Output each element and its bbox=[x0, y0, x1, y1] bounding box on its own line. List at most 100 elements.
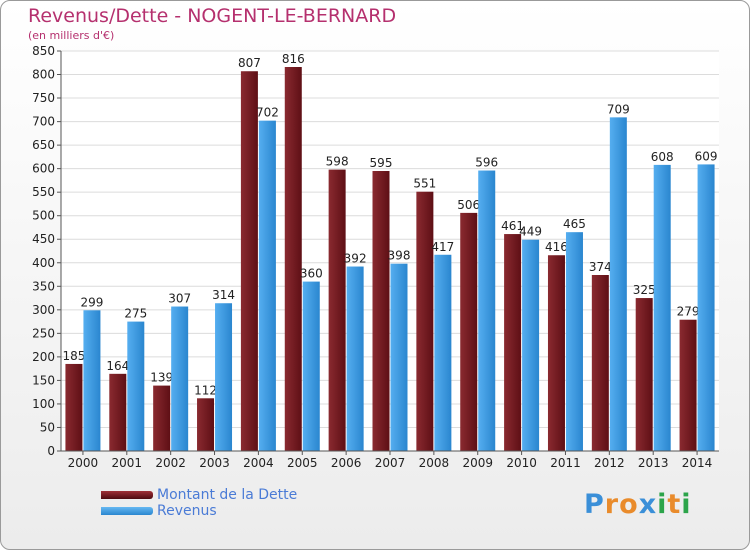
data-label: 325 bbox=[633, 283, 656, 297]
data-label: 702 bbox=[256, 106, 279, 120]
logo-letter: t bbox=[667, 489, 682, 520]
bar-revenus bbox=[302, 281, 320, 451]
x-tick-label: 2009 bbox=[462, 456, 493, 470]
bar-dette bbox=[240, 71, 258, 451]
y-tick-label: 300 bbox=[32, 303, 55, 317]
x-tick-label: 2006 bbox=[331, 456, 362, 470]
y-tick-label: 0 bbox=[47, 444, 55, 458]
chart-subtitle: (en milliers d'€) bbox=[28, 29, 115, 42]
chart-title: Revenus/Dette - NOGENT-LE-BERNARD bbox=[28, 5, 397, 27]
data-label: 608 bbox=[651, 150, 674, 164]
y-tick-label: 800 bbox=[32, 68, 55, 82]
bar-revenus bbox=[609, 117, 627, 452]
data-label: 139 bbox=[150, 371, 173, 385]
data-label: 417 bbox=[431, 240, 454, 254]
data-label: 279 bbox=[677, 305, 700, 319]
bar-revenus bbox=[83, 310, 101, 451]
data-label: 275 bbox=[124, 307, 147, 321]
x-tick-label: 2008 bbox=[419, 456, 450, 470]
bar-dette bbox=[197, 398, 215, 451]
bar-dette bbox=[504, 234, 522, 451]
data-label: 807 bbox=[238, 56, 261, 70]
data-label: 398 bbox=[388, 249, 411, 263]
bar-revenus bbox=[434, 254, 452, 451]
data-label: 360 bbox=[300, 267, 323, 281]
y-tick-label: 150 bbox=[32, 373, 55, 387]
data-label: 506 bbox=[457, 198, 480, 212]
data-label: 465 bbox=[563, 217, 586, 231]
bar-dette bbox=[591, 275, 609, 451]
x-tick-label: 2002 bbox=[155, 456, 186, 470]
x-tick-label: 2004 bbox=[243, 456, 274, 470]
x-tick-label: 2007 bbox=[375, 456, 406, 470]
bar-dette bbox=[679, 319, 697, 451]
y-tick-label: 200 bbox=[32, 350, 55, 364]
legend-label: Montant de la Dette bbox=[157, 487, 298, 503]
bar-dette bbox=[284, 67, 302, 451]
plot-area bbox=[61, 51, 719, 451]
y-tick-label: 750 bbox=[32, 91, 55, 105]
y-tick-label: 50 bbox=[40, 420, 55, 434]
x-tick-label: 2011 bbox=[550, 456, 581, 470]
bar-revenus bbox=[127, 321, 145, 451]
bar-chart: 0 50 100 150 200 250 300 350 400 450 500 550 600 650 7… bbox=[32, 44, 719, 470]
legend-swatch bbox=[101, 491, 153, 499]
data-label: 595 bbox=[370, 156, 393, 170]
data-label: 112 bbox=[194, 383, 217, 397]
bar-revenus bbox=[565, 232, 583, 451]
data-label: 596 bbox=[475, 156, 498, 170]
x-tick-label: 2005 bbox=[287, 456, 318, 470]
bar-dette bbox=[65, 363, 83, 451]
logo-letter: r bbox=[604, 489, 620, 520]
bar-dette bbox=[547, 255, 565, 451]
bar-dette bbox=[416, 191, 434, 452]
legend-label: Revenus bbox=[157, 503, 217, 519]
bar-revenus bbox=[346, 266, 364, 451]
x-tick-label: 2000 bbox=[68, 456, 99, 470]
data-label: 416 bbox=[545, 240, 568, 254]
bar-revenus bbox=[171, 306, 189, 451]
data-label: 314 bbox=[212, 288, 235, 302]
x-tick-label: 2003 bbox=[199, 456, 230, 470]
bar-dette bbox=[153, 385, 171, 451]
data-label: 551 bbox=[413, 177, 436, 191]
y-tick-label: 550 bbox=[32, 185, 55, 199]
y-tick-label: 250 bbox=[32, 326, 55, 340]
data-label: 461 bbox=[501, 219, 524, 233]
bar-dette bbox=[635, 298, 653, 451]
legend-swatch bbox=[101, 507, 153, 515]
x-tick-label: 2012 bbox=[594, 456, 625, 470]
data-label: 164 bbox=[106, 359, 129, 373]
data-label: 299 bbox=[80, 295, 103, 309]
bar-dette bbox=[109, 373, 127, 451]
data-label: 449 bbox=[519, 225, 542, 239]
y-tick-label: 850 bbox=[32, 44, 55, 58]
proxiti-logo: Proxiti bbox=[584, 489, 692, 520]
logo-letter: P bbox=[584, 489, 605, 520]
bar-dette bbox=[372, 171, 390, 451]
bar-revenus bbox=[653, 164, 671, 451]
x-tick-label: 2001 bbox=[112, 456, 143, 470]
y-tick-label: 350 bbox=[32, 279, 55, 293]
bar-dette bbox=[328, 169, 346, 451]
y-tick-label: 650 bbox=[32, 138, 55, 152]
bar-revenus bbox=[258, 120, 276, 451]
bar-revenus bbox=[522, 239, 540, 451]
y-tick-label: 400 bbox=[32, 256, 55, 270]
bar-revenus bbox=[697, 164, 715, 452]
data-label: 307 bbox=[168, 292, 191, 306]
y-tick-label: 600 bbox=[32, 162, 55, 176]
y-tick-label: 700 bbox=[32, 115, 55, 129]
data-label: 709 bbox=[607, 102, 630, 116]
y-tick-label: 100 bbox=[32, 397, 55, 411]
x-tick-label: 2010 bbox=[506, 456, 537, 470]
data-label: 816 bbox=[282, 52, 305, 66]
data-label: 185 bbox=[62, 349, 85, 363]
x-tick-label: 2013 bbox=[638, 456, 669, 470]
data-label: 598 bbox=[326, 155, 349, 169]
logo-letter: i bbox=[657, 489, 668, 520]
x-tick-label: 2014 bbox=[682, 456, 713, 470]
bar-revenus bbox=[215, 303, 233, 451]
bar-revenus bbox=[478, 170, 496, 451]
